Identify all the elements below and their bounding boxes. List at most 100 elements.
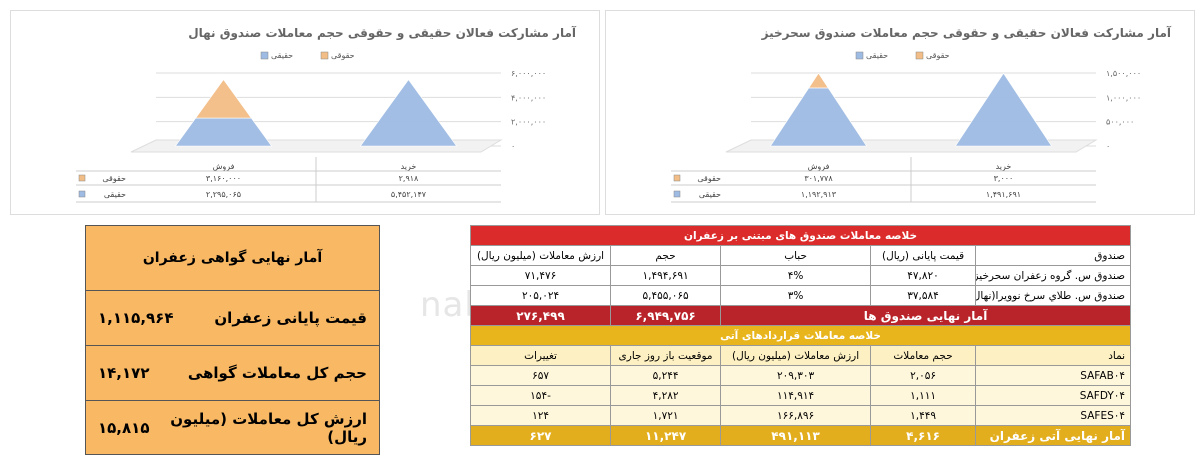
legend-swatch xyxy=(915,51,924,60)
cell: صندوق س. گروه زعفران سحرخیز(سحرخیز) xyxy=(975,265,1132,286)
chart: آمار مشارکت فعالان حقیقی و حقوقی حجم معا… xyxy=(76,25,577,203)
cell: ۴,۲۸۲ xyxy=(610,385,722,406)
cell: ۴,۶۱۶ xyxy=(870,425,977,446)
y-tick-label: ۶,۰۰۰,۰۰۰ xyxy=(511,69,546,78)
cell: SAFAB۰۴ xyxy=(975,365,1132,386)
label: حجم کل معاملات گواهی xyxy=(187,364,367,382)
cell: نماد xyxy=(975,345,1132,366)
cell: ۱۶۶,۸۹۶ xyxy=(720,405,872,426)
pyramid-segment xyxy=(954,73,1053,147)
summary-table: خلاصه معاملات صندوق های مبتنی بر زعفران ص… xyxy=(469,225,1132,446)
header-row: نماد حجم معاملات ارزش معاملات (میلیون ریال… xyxy=(469,345,1132,366)
cell: ۴% xyxy=(720,265,872,286)
total-row: آمار نهایی آتی زعفران ۴,۶۱۶ ۴۹۱,۱۱۳ ۱۱,۲۴۷ ۶… xyxy=(469,425,1132,446)
row-label: حقیقی xyxy=(104,190,126,199)
y-tick-label: ۵۰۰,۰۰۰ xyxy=(1106,118,1134,127)
pyramid-segment xyxy=(359,79,458,147)
legend-swatch xyxy=(78,190,86,198)
certificate-row: حجم کل معاملات گواهی ۱۴,۱۷۲ xyxy=(86,346,379,401)
cell: ۶۲۷ xyxy=(469,425,612,446)
cell: ارزش معاملات (میلیون ریال) xyxy=(469,245,612,266)
cell: حباب xyxy=(720,245,872,266)
cell: تغییرات xyxy=(469,345,612,366)
cell: آمار نهایی صندوق ها xyxy=(720,305,1132,326)
cell: خلاصه معاملات قراردادهای آتی xyxy=(469,325,1132,346)
cell: -۱۵۴ xyxy=(469,385,612,406)
data-row: SAFES۰۴ ۱,۴۴۹ ۱۶۶,۸۹۶ ۱,۷۲۱ ۱۲۴ xyxy=(469,405,1132,426)
chart-title: آمار مشارکت فعالان حقیقی و حقوقی حجم معا… xyxy=(188,25,577,41)
cell: ۱,۴۹۴,۶۹۱ xyxy=(610,265,722,286)
cell: خلاصه معاملات صندوق های مبتنی بر زعفران xyxy=(469,225,1132,246)
cell: ۴۷,۸۲۰ xyxy=(870,265,977,286)
pyramid-segment xyxy=(769,87,868,147)
cell: حجم xyxy=(610,245,722,266)
legend-swatch xyxy=(78,174,86,182)
data-row: SAFAB۰۴ ۲,۰۵۶ ۲۰۹,۳۰۳ ۵,۲۴۴ ۶۵۷ xyxy=(469,365,1132,386)
x-tick-label: خرید xyxy=(996,162,1012,171)
cell: ۱۲۴ xyxy=(469,405,612,426)
legend-swatch xyxy=(320,51,329,60)
cell: ۲,۰۵۶ xyxy=(870,365,977,386)
cell: ۱,۷۲۱ xyxy=(610,405,722,426)
cell: ۷۱,۴۷۶ xyxy=(469,265,612,286)
label: قیمت پایانی زعفران xyxy=(214,309,367,327)
cell: ۲۰۵,۰۲۴ xyxy=(469,285,612,306)
y-tick-label: ۱,۰۰۰,۰۰۰ xyxy=(1106,93,1141,102)
certificate-row: قیمت پایانی زعفران ۱,۱۱۵,۹۶۴ xyxy=(86,291,379,346)
x-tick-label: فروش xyxy=(213,162,235,171)
cell: ۵,۴۵۵,۰۶۵ xyxy=(610,285,722,306)
y-tick-label: ۰ xyxy=(511,142,515,151)
cell: ۱۱۴,۹۱۴ xyxy=(720,385,872,406)
cell: ۳% xyxy=(720,285,872,306)
value-label: ۳,۰۰۰ xyxy=(994,174,1014,183)
table-body: خلاصه معاملات صندوق های مبتنی بر زعفران ص… xyxy=(469,225,1132,446)
value-label: ۳۰۱,۷۷۸ xyxy=(804,174,833,183)
value-label: ۲,۹۱۸ xyxy=(399,174,419,183)
cell: SAFES۰۴ xyxy=(975,405,1132,426)
pyramid-segment xyxy=(808,72,829,89)
value-label: ۳,۱۶۰,۰۰۰ xyxy=(206,174,241,183)
cell: ۱,۱۱۱ xyxy=(870,385,977,406)
y-tick-label: ۰ xyxy=(1106,142,1110,151)
legend-label: حقوقی xyxy=(331,51,355,60)
cell: حجم معاملات xyxy=(870,345,977,366)
cell: ارزش معاملات (میلیون ریال) xyxy=(720,345,872,366)
cell: صندوق xyxy=(975,245,1132,266)
legend-label: حقیقی xyxy=(271,51,293,60)
cell: ۳۷,۵۸۴ xyxy=(870,285,977,306)
certificate-row: ارزش کل معاملات (میلیون ریال) ۱۵,۸۱۵ xyxy=(86,401,379,455)
y-tick-label: ۱,۵۰۰,۰۰۰ xyxy=(1106,69,1141,78)
row-label: حقوقی xyxy=(102,174,126,183)
legend-swatch xyxy=(260,51,269,60)
legend-label: حقیقی xyxy=(866,51,888,60)
cell: ۲۷۶,۴۹۹ xyxy=(469,305,612,326)
total-row: آمار نهایی صندوق ها ۶,۹۴۹,۷۵۶ ۲۷۶,۴۹۹ xyxy=(469,305,1132,326)
chart-panel: آمار مشارکت فعالان حقیقی و حقوقی حجم معا… xyxy=(10,10,600,215)
cell: ۴۹۱,۱۱۳ xyxy=(720,425,872,446)
certificate-box: آمار نهایی گواهی زعفران قیمت پایانی زعفر… xyxy=(85,225,380,455)
value: ۱۴,۱۷۲ xyxy=(98,364,150,382)
legend-swatch xyxy=(673,174,681,182)
pyramid-segment xyxy=(195,79,252,119)
title-row: خلاصه معاملات صندوق های مبتنی بر زعفران xyxy=(469,225,1132,246)
row-label: حقوقی xyxy=(697,174,721,183)
cell: موقعیت باز روز جاری xyxy=(610,345,722,366)
cell: آمار نهایی آتی زعفران xyxy=(975,425,1132,446)
label: ارزش کل معاملات (میلیون ریال) xyxy=(170,410,367,446)
data-row: صندوق س. طلاي سرخ نوويرا(نهال) ۳۷,۵۸۴ ۳% ۵,… xyxy=(469,285,1132,306)
legend-swatch xyxy=(673,190,681,198)
cell: قیمت پایانی (ریال) xyxy=(870,245,977,266)
value-label: ۱,۱۹۲,۹۱۳ xyxy=(801,190,837,199)
x-tick-label: خرید xyxy=(401,162,417,171)
title-row: خلاصه معاملات قراردادهای آتی xyxy=(469,325,1132,346)
data-row: SAFDY۰۴ ۱,۱۱۱ ۱۱۴,۹۱۴ ۴,۲۸۲ -۱۵۴ xyxy=(469,385,1132,406)
cell: ۶۵۷ xyxy=(469,365,612,386)
x-tick-label: فروش xyxy=(808,162,830,171)
value: ۱,۱۱۵,۹۶۴ xyxy=(98,309,174,327)
chart-title: آمار مشارکت فعالان حقیقی و حقوقی حجم معا… xyxy=(761,25,1172,41)
chart: آمار مشارکت فعالان حقیقی و حقوقی حجم معا… xyxy=(671,25,1172,203)
y-tick-label: ۴,۰۰۰,۰۰۰ xyxy=(511,93,546,102)
header-row: صندوق قیمت پایانی (ریال) حباب حجم ارزش معامل… xyxy=(469,245,1132,266)
cell: ۲۰۹,۳۰۳ xyxy=(720,365,872,386)
